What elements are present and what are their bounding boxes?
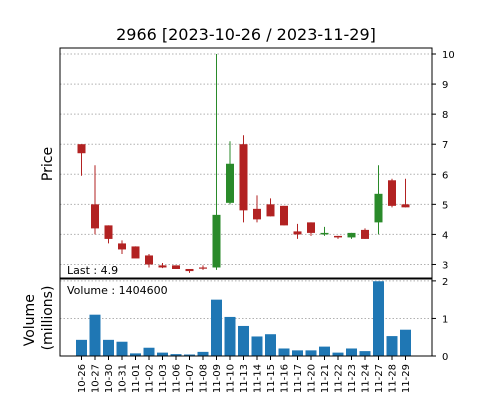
volume-bar: [386, 336, 398, 356]
price-tick-label: 4: [442, 230, 448, 241]
date-tick-label: 11-03: [158, 364, 169, 393]
volume-bar: [292, 350, 303, 356]
date-tick-label: 11-20: [307, 364, 318, 393]
date-tick-label: 11-02: [145, 364, 156, 393]
volume-annotation: Volume : 1404600: [67, 284, 168, 297]
volume-bar: [116, 341, 128, 356]
candle-body: [172, 265, 180, 269]
volume-bar: [278, 348, 290, 356]
date-tick-label: 10-26: [77, 364, 88, 393]
candle-body: [199, 267, 207, 269]
price-tick-label: 9: [442, 80, 448, 91]
candle-body: [374, 193, 383, 223]
candle-body: [320, 232, 329, 235]
volume-bar: [184, 354, 195, 356]
volume-bar: [238, 325, 249, 356]
volume-axis-label: Volume (millions): [22, 286, 56, 351]
volume-bar: [224, 316, 236, 356]
candle-body: [347, 232, 356, 238]
candle-body: [104, 225, 113, 239]
volume-bar: [251, 336, 263, 356]
price-tick-label: 8: [442, 110, 448, 121]
volume-bar: [319, 346, 330, 356]
date-tick-label: 11-07: [185, 364, 196, 393]
volume-axis-label-line1: Volume: [22, 294, 38, 346]
volume-bar: [76, 339, 87, 356]
price-tick-label: 3: [442, 260, 448, 271]
date-tick-label: 10-31: [118, 364, 129, 393]
candle-body: [77, 144, 86, 154]
volume-panel: 0 1 2 Volume : 1404600 Volume (millions): [22, 277, 448, 363]
candle-body: [185, 268, 194, 272]
volume-bar: [197, 351, 209, 356]
date-tick-label: 11-15: [266, 364, 277, 393]
candle-body: [131, 246, 140, 259]
date-tick-label: 10-30: [104, 364, 115, 393]
date-tick-label: 11-14: [253, 364, 264, 393]
price-panel-frame: [59, 47, 433, 279]
volume-bar: [346, 348, 357, 356]
date-tick-label: 11-09: [212, 364, 223, 393]
volume-bar: [130, 353, 141, 356]
volume-bar: [170, 354, 182, 356]
date-tick-label: 11-22: [334, 364, 345, 393]
price-panel: 3 4 5 6 7 8 9 10 Last : 4.9 Price: [40, 47, 455, 279]
volume-bar: [89, 314, 101, 356]
volume-tick-label: 0: [442, 352, 448, 363]
date-tick-label: 11-28: [388, 364, 399, 393]
date-tick-label: 11-24: [361, 364, 372, 393]
date-tick-label: 11-23: [347, 364, 358, 393]
candle-body: [280, 205, 288, 226]
price-tick-label: 6: [442, 170, 448, 181]
candle-body: [293, 231, 302, 235]
chart-title: 2966 [2023-10-26 / 2023-11-29]: [116, 25, 376, 44]
date-axis: 10-26 10-27 10-30 10-31 11-01 11-02 11-03 11-06…: [77, 356, 412, 393]
volume-bar: [359, 351, 371, 356]
volume-bar: [211, 299, 222, 356]
date-tick-label: 11-16: [280, 364, 291, 393]
date-tick-label: 11-21: [320, 364, 331, 393]
volume-tick-label: 1: [442, 314, 448, 325]
date-tick-label: 11-01: [131, 364, 142, 393]
price-tick-label: 10: [442, 50, 455, 61]
volume-panel-frame: [59, 278, 433, 357]
date-tick-label: 11-29: [401, 364, 412, 393]
volume-bar: [373, 281, 384, 356]
date-tick-label: 11-17: [293, 364, 304, 393]
price-tick-label: 5: [442, 200, 448, 211]
candle-body: [307, 222, 315, 233]
candle-body: [334, 235, 342, 238]
candle-body: [361, 229, 369, 239]
volume-axis-label-line2: (millions): [40, 286, 56, 351]
volume-bar: [305, 350, 317, 356]
price-axis-label: Price: [40, 147, 56, 181]
candle-body: [158, 265, 167, 268]
candle-body: [145, 255, 153, 265]
volume-bar: [400, 329, 411, 356]
candle-body: [118, 243, 126, 250]
volume-bar: [143, 347, 155, 356]
candle-body: [253, 208, 261, 220]
date-tick-label: 11-08: [199, 364, 210, 393]
candle-body: [266, 204, 275, 217]
candle-body: [388, 180, 396, 206]
candle-body: [212, 214, 221, 268]
volume-bar: [265, 334, 276, 356]
date-tick-label: 11-10: [226, 364, 237, 393]
date-tick-label: 11-27: [374, 364, 385, 393]
date-tick-label: 11-13: [239, 364, 250, 393]
candle-body: [91, 204, 99, 229]
volume-bar: [103, 339, 114, 356]
date-tick-label: 11-06: [172, 364, 183, 393]
volume-bar: [157, 352, 168, 356]
price-tick-label: 7: [442, 140, 448, 151]
date-tick-label: 10-27: [91, 364, 102, 393]
candle-body: [239, 144, 248, 211]
candle-body: [401, 204, 410, 208]
volume-tick-label: 2: [442, 277, 448, 288]
candle-body: [226, 163, 234, 203]
volume-bar: [332, 352, 344, 356]
last-price-annotation: Last : 4.9: [67, 264, 118, 277]
